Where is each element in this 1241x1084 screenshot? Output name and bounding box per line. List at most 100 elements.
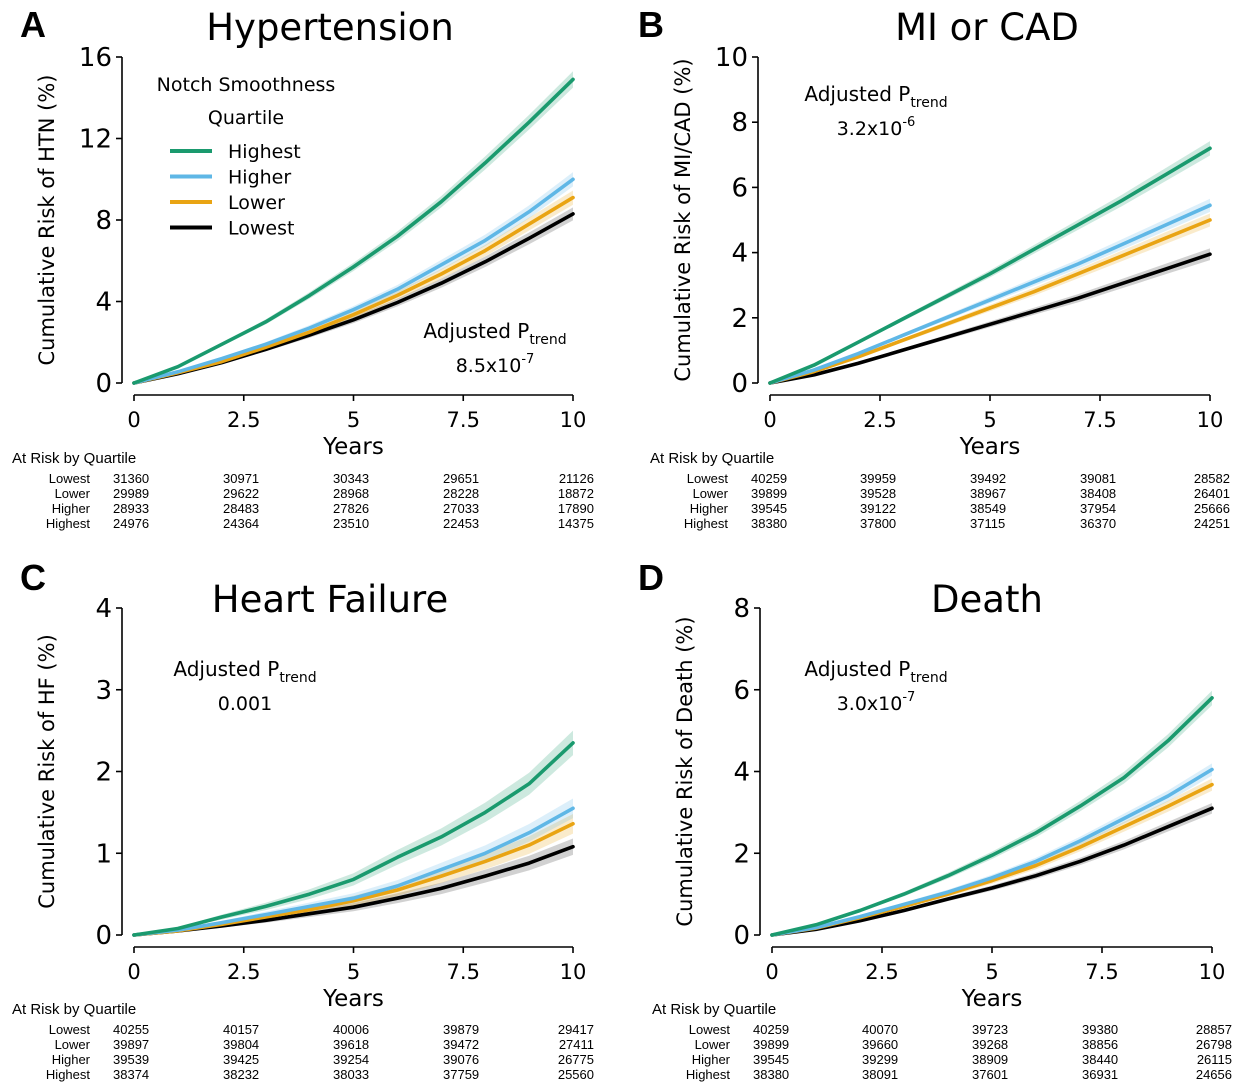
x-tick-label: 10 (560, 408, 587, 432)
panel-a: A Hypertension 0 4 8 12 16 0 2.5 5 7.5 10 Years Cumul… (12, 4, 594, 531)
at-risk-cell: 39425 (223, 1052, 259, 1067)
at-risk-cell: 36931 (1082, 1067, 1118, 1082)
x-tick-label: 10 (560, 960, 587, 984)
at-risk-row-label: Highest (46, 1067, 90, 1082)
at-risk-cell: 25560 (558, 1067, 594, 1082)
at-risk-cell: 38232 (223, 1067, 259, 1082)
at-risk-cell: 26798 (1196, 1037, 1232, 1052)
at-risk-row-label: Highest (686, 1067, 730, 1082)
at-risk-row-label: Higher (52, 501, 91, 516)
at-risk-cell: 37601 (972, 1067, 1008, 1082)
at-risk-row-label: Highest (684, 516, 728, 531)
ptrend-value: 0.001 (218, 693, 272, 715)
series-line-highest (770, 696, 1214, 937)
x-tick-label: 10 (1199, 960, 1226, 984)
x-tick-label: 7.5 (1083, 408, 1116, 432)
at-risk-row-label: Highest (46, 516, 90, 531)
x-axis-label: Years (322, 986, 384, 1012)
at-risk-title: At Risk by Quartile (652, 1001, 776, 1018)
at-risk-cell: 26115 (1197, 1052, 1232, 1067)
at-risk-cell: 28968 (333, 486, 369, 501)
at-risk-title: At Risk by Quartile (12, 1001, 136, 1018)
ptrend-value: 3.0x10-7 (837, 690, 916, 715)
y-tick-label: 2 (731, 304, 748, 334)
x-tick-label: 2.5 (227, 960, 260, 984)
x-tick-label: 0 (127, 960, 140, 984)
at-risk-cell: 39380 (1082, 1022, 1118, 1037)
x-axis-label: Years (961, 986, 1023, 1012)
legend: Notch Smoothness Quartile Highest Higher Low… (157, 74, 336, 240)
series-line-higher (768, 203, 1212, 385)
at-risk-row-label: Lowest (49, 1022, 91, 1037)
at-risk-cell: 38856 (1082, 1037, 1118, 1052)
at-risk-cell: 21126 (559, 471, 594, 486)
at-risk-cell: 39472 (443, 1037, 479, 1052)
x-axis-label: Years (322, 434, 384, 460)
y-axis-label: Cumulative Risk of MI/CAD (%) (671, 58, 695, 381)
at-risk-title: At Risk by Quartile (650, 450, 774, 467)
x-tick-label: 5 (347, 960, 360, 984)
panel-letter: C (20, 557, 46, 598)
y-tick-label: 12 (79, 125, 112, 155)
at-risk-cell: 39899 (753, 1037, 789, 1052)
at-risk-cell: 39545 (753, 1052, 789, 1067)
y-tick-label: 6 (731, 173, 748, 203)
chart-title: Death (931, 578, 1043, 621)
at-risk-cell: 29989 (113, 486, 149, 501)
chart-title: Heart Failure (212, 578, 448, 621)
x-tick-label: 5 (983, 408, 996, 432)
y-axis-label: Cumulative Risk of HF (%) (35, 634, 59, 909)
y-tick-label: 8 (95, 206, 112, 236)
x-tick-label: 5 (985, 960, 998, 984)
at-risk-cell: 37759 (443, 1067, 479, 1082)
y-axis-label: Cumulative Risk of HTN (%) (35, 75, 59, 366)
y-axis-label: Cumulative Risk of Death (%) (673, 616, 697, 926)
at-risk-cell: 39081 (1080, 471, 1116, 486)
series-line-lower (768, 218, 1212, 385)
panel-letter: D (638, 557, 664, 598)
at-risk-cell: 39299 (862, 1052, 898, 1067)
ptrend-value: 3.2x10-6 (837, 115, 916, 140)
at-risk-cell: 40259 (753, 1022, 789, 1037)
y-tick-label: 10 (715, 43, 748, 73)
at-risk-cell: 38091 (862, 1067, 898, 1082)
panel-b: B MI or CAD 0 2 4 6 8 10 0 2.5 5 7.5 10 Years Cumulati… (638, 4, 1230, 531)
at-risk-title: At Risk by Quartile (12, 450, 136, 467)
at-risk-row-label: Higher (52, 1052, 91, 1067)
at-risk-cell: 38374 (113, 1067, 149, 1082)
legend-label-higher: Higher (228, 167, 291, 189)
panel-letter: A (20, 4, 46, 45)
at-risk-row-label: Lower (693, 486, 729, 501)
chart-title: Hypertension (206, 6, 454, 49)
at-risk-cell: 25666 (1194, 501, 1230, 516)
series-line-lower (132, 195, 575, 385)
y-tick-label: 8 (733, 594, 750, 624)
y-tick-label: 6 (733, 676, 750, 706)
at-risk-cell: 18872 (558, 486, 594, 501)
y-tick-label: 2 (95, 758, 112, 788)
at-risk-cell: 29651 (443, 471, 479, 486)
x-tick-label: 0 (765, 960, 778, 984)
ptrend-label: Adjusted Ptrend (423, 319, 566, 348)
at-risk-cell: 29622 (223, 486, 259, 501)
x-tick-label: 0 (763, 408, 776, 432)
series-line-lowest (770, 806, 1214, 937)
at-risk-cell: 28228 (443, 486, 479, 501)
at-risk-cell: 17890 (558, 501, 594, 516)
at-risk-cell: 27826 (333, 501, 369, 516)
at-risk-cell: 38967 (970, 486, 1006, 501)
legend-label-highest: Highest (228, 141, 301, 163)
at-risk-cell: 37800 (860, 516, 896, 531)
at-risk-cell: 28857 (1196, 1022, 1232, 1037)
panel-d: D Death 0 2 4 6 8 0 2.5 5 7.5 10 Years Cumulative Ris… (638, 557, 1232, 1082)
series-line-higher (132, 806, 575, 937)
at-risk-cell: 39879 (443, 1022, 479, 1037)
x-tick-label: 7.5 (1085, 960, 1118, 984)
at-risk-cell: 38549 (970, 501, 1006, 516)
y-tick-label: 1 (95, 839, 112, 869)
at-risk-cell: 28483 (223, 501, 259, 516)
at-risk-cell: 24364 (223, 516, 259, 531)
at-risk-row-label: Lower (55, 486, 91, 501)
y-tick-label: 4 (733, 758, 750, 788)
